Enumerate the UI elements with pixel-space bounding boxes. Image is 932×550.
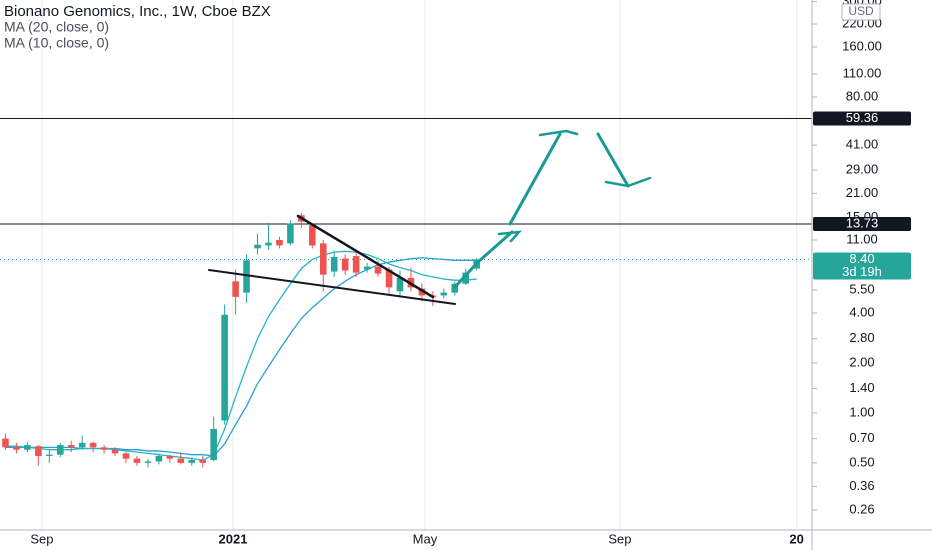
legend-entry: MA (10, close, 0): [4, 35, 109, 51]
last-price-label: 8.40: [849, 251, 874, 266]
x-tick-label: 2021: [219, 531, 248, 546]
currency[interactable]: USD: [848, 4, 874, 18]
y-tick-label: 2.80: [849, 330, 874, 345]
candle-body: [232, 281, 239, 297]
candle-body: [276, 240, 283, 246]
last-price-box: [813, 252, 911, 280]
y-tick-label: 0.26: [849, 501, 874, 516]
candle-body: [309, 225, 316, 246]
candle-body: [385, 269, 393, 288]
candle-body: [100, 447, 108, 450]
candle-body: [265, 242, 272, 246]
y-tick-label: 160.00: [842, 38, 882, 53]
legend: Bionano Genomics, Inc., 1W, Cboe BZX MA …: [4, 3, 271, 51]
candle-body: [155, 455, 163, 462]
y-tick-label: 29.00: [846, 162, 879, 177]
arrow-head: [604, 176, 652, 188]
candle-body: [199, 460, 207, 463]
y-tick-label: 1.40: [849, 380, 874, 395]
y-tick-label: 0.36: [849, 478, 874, 493]
x-tick-label: Sep: [30, 531, 53, 546]
candle-body: [319, 243, 327, 275]
x-tick-label: 20: [789, 531, 803, 546]
candle-body: [122, 453, 130, 459]
x-tick-label: May: [413, 531, 438, 546]
currency-box[interactable]: [841, 3, 881, 21]
y-tick-label: 4.00: [849, 304, 874, 319]
x-tick-label: Sep: [608, 531, 631, 546]
y-tick-label: 1.00: [849, 404, 874, 419]
y-tick-label: 110.00: [843, 65, 882, 80]
price-label-box: [813, 111, 911, 126]
candle-body: [330, 256, 338, 272]
candle-body: [243, 260, 250, 293]
y-tick-label: 5.50: [849, 281, 874, 296]
y-tick-label: 11.00: [846, 231, 878, 246]
candle-body: [254, 244, 261, 249]
projection-arrow: [508, 132, 562, 226]
candle-body: [341, 258, 349, 271]
candle-body: [78, 442, 86, 448]
y-tick-label: 80.00: [846, 88, 879, 103]
moving-averages: [5, 250, 477, 461]
candle-body: [67, 445, 75, 448]
candles: [2, 212, 480, 468]
price-label: 13.73: [846, 215, 879, 230]
candle-body: [363, 266, 371, 270]
bar-countdown: 3d 19h: [842, 264, 882, 279]
legend-entry: MA (20, close, 0): [4, 19, 109, 35]
candle-body: [396, 277, 404, 292]
symbol-title: Bionano Genomics, Inc., 1W, Cboe BZX: [4, 3, 271, 20]
candle-body: [440, 292, 448, 296]
candle-body: [418, 288, 426, 296]
projection-arrow: [453, 230, 514, 289]
candle-body: [89, 442, 97, 448]
price-lines: [0, 117, 812, 260]
candle-body: [144, 461, 152, 463]
y-tick-label: 41.00: [846, 137, 879, 152]
candle-body: [13, 447, 20, 450]
arrow-head: [497, 230, 523, 243]
candle-body: [166, 455, 174, 459]
candle-body: [133, 458, 141, 463]
y-tick-label: 0.70: [849, 430, 874, 445]
candle-body: [352, 256, 360, 273]
candle-body: [221, 314, 228, 421]
y-tick-label: 2.00: [849, 354, 874, 369]
trendline: [208, 269, 456, 305]
time-axis: Sep 2021 May Sep 20: [30, 531, 803, 546]
arrow-head: [538, 129, 579, 137]
drawings: [208, 129, 652, 305]
trendline: [296, 214, 435, 299]
candle-body: [210, 428, 217, 461]
y-tick-label: 21.00: [846, 185, 879, 200]
candle-body: [287, 223, 294, 244]
candle-body: [46, 454, 53, 456]
candle-body: [35, 446, 42, 456]
candle-body: [188, 460, 196, 463]
moving-average: [5, 250, 477, 461]
candle-body: [56, 445, 64, 455]
grid: [41, 0, 798, 530]
candle-body: [24, 445, 31, 450]
candle-body: [177, 458, 185, 463]
y-tick-label: 0.50: [849, 454, 874, 469]
candle-body: [462, 272, 470, 284]
price-label-box: [813, 217, 911, 232]
projection-arrow: [596, 132, 630, 188]
candle-body: [374, 266, 382, 274]
candle-body: [2, 438, 9, 448]
candle-body: [111, 449, 119, 454]
price-label: 59.36: [846, 110, 879, 125]
